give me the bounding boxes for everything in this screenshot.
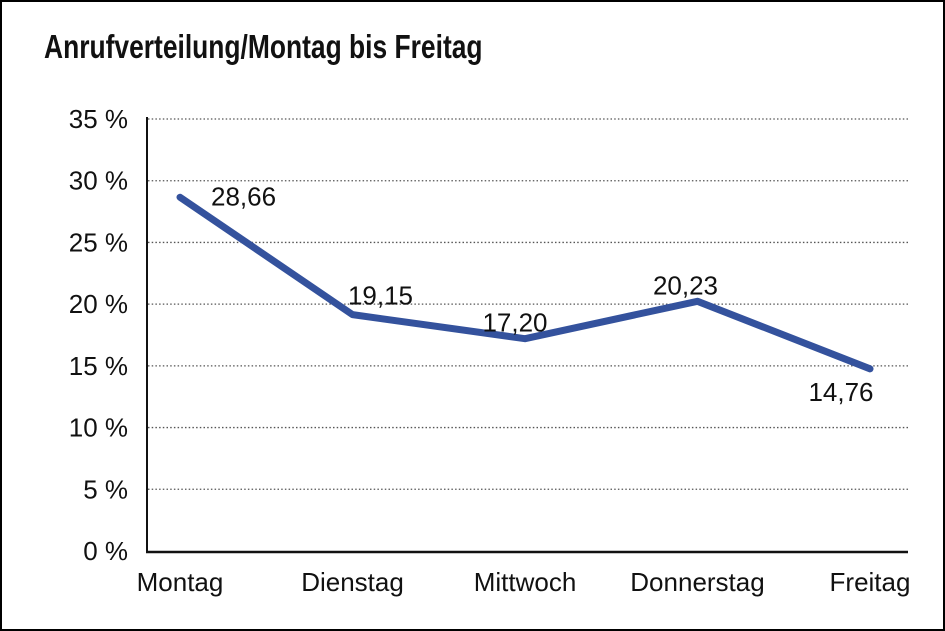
y-tick-label: 35 %: [69, 104, 128, 134]
y-tick-label: 20 %: [69, 289, 128, 319]
data-line: [176, 193, 874, 373]
data-label: 14,76: [808, 377, 873, 407]
y-tick-label: 0 %: [83, 536, 128, 566]
data-label: 28,66: [211, 181, 276, 211]
chart-title: Anrufverteilung/Montag bis Freitag: [44, 28, 483, 65]
x-axis-label: Montag: [137, 567, 224, 597]
data-label: 20,23: [653, 270, 718, 300]
data-label: 19,15: [348, 281, 413, 311]
y-tick-label: 10 %: [69, 413, 128, 443]
y-tick-label: 15 %: [69, 351, 128, 381]
x-axis-label: Mittwoch: [474, 567, 577, 597]
x-axis-label: Freitag: [830, 567, 911, 597]
data-label: 17,20: [482, 308, 547, 338]
x-axis-label: Donnerstag: [630, 567, 764, 597]
y-tick-label: 5 %: [83, 474, 128, 504]
y-tick-label: 25 %: [69, 227, 128, 257]
x-axis-label: Dienstag: [301, 567, 404, 597]
y-tick-label: 30 %: [69, 166, 128, 196]
